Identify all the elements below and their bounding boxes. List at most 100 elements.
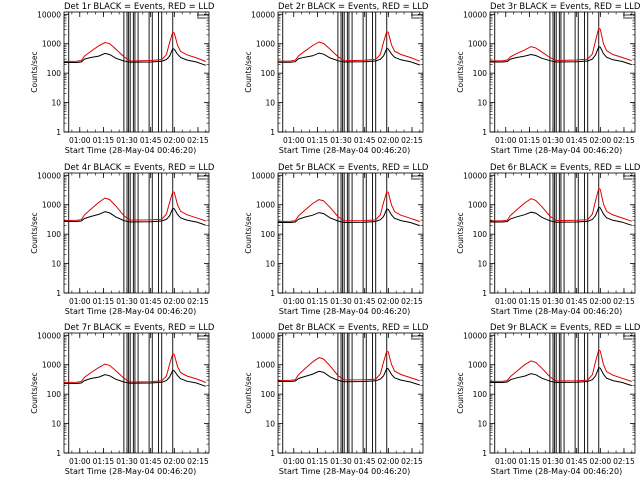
chart-panel-8: Det 8r BLACK = Events, RED = LLD 1 10 100 10…: [244, 323, 429, 476]
y-tick-label: 10: [51, 420, 61, 429]
x-tick-label: 01:30: [116, 457, 138, 466]
x-tick-label: 01:00: [69, 457, 91, 466]
series-line-lld: [489, 27, 632, 62]
y-tick-label: 100: [473, 390, 488, 399]
x-tick-label: 01:45: [140, 136, 162, 145]
y-tick-label: 100: [473, 230, 488, 239]
x-tick-label: 01:45: [140, 297, 162, 306]
y-tick-label: 100: [47, 390, 62, 399]
plot-frame: [489, 172, 636, 294]
chart-title: Det 9r BLACK = Events, RED = LLD: [490, 323, 640, 333]
y-tick-label: 1000: [42, 361, 61, 370]
x-tick-label: 01:00: [69, 297, 91, 306]
x-tick-label: 01:45: [354, 136, 376, 145]
series-line-lld: [489, 349, 632, 382]
x-axis-label: Start Time (28-May-04 00:46:20): [491, 146, 622, 155]
x-tick-label: 02:15: [613, 136, 635, 145]
x-tick-label: 01:45: [566, 457, 588, 466]
y-tick-label: 10: [477, 260, 487, 269]
x-tick-label: 01:15: [519, 297, 541, 306]
series-line-lld: [277, 190, 420, 222]
y-tick-label: 1: [270, 449, 275, 458]
x-tick-label: 01:30: [330, 136, 352, 145]
y-tick-label: 10: [265, 260, 275, 269]
x-tick-label: 01:45: [566, 297, 588, 306]
y-axis-label: Counts/sec: [456, 372, 465, 413]
y-tick-label: 1000: [256, 201, 275, 210]
y-tick-label: 1: [270, 289, 275, 298]
y-tick-label: 10000: [37, 10, 61, 19]
series-line-events: [490, 45, 632, 66]
chart-panel-2: Det 2r BLACK = Events, RED = LLD 1 10 100 10…: [244, 2, 429, 155]
x-tick-label: 02:00: [590, 297, 612, 306]
chart-panel-5: Det 5r BLACK = Events, RED = LLD 1 10 100 10…: [244, 163, 429, 316]
plot-frame: [277, 11, 424, 133]
y-tick-label: 1000: [256, 40, 275, 49]
x-tick-label: 02:00: [378, 136, 400, 145]
y-tick-label: 100: [261, 390, 276, 399]
x-tick-label: 01:00: [495, 457, 517, 466]
x-tick-label: 02:00: [378, 457, 400, 466]
series-line-events: [64, 369, 206, 387]
x-tick-label: 01:00: [283, 297, 305, 306]
y-tick-label: 1000: [42, 40, 61, 49]
chart-title: Det 3r BLACK = Events, RED = LLD: [490, 2, 640, 12]
chart-panel-1: Det 1r BLACK = Events, RED = LLD 1 10 100 10…: [30, 2, 215, 155]
x-tick-label: 02:00: [378, 297, 400, 306]
x-tick-label: 01:30: [542, 457, 564, 466]
x-tick-label: 01:15: [93, 297, 115, 306]
x-tick-label: 01:30: [542, 297, 564, 306]
x-tick-label: 01:30: [116, 136, 138, 145]
x-tick-label: 01:00: [495, 297, 517, 306]
y-tick-label: 1: [56, 449, 61, 458]
series-line-events: [490, 366, 632, 387]
plot-frame: [277, 172, 424, 294]
series-line-events: [64, 48, 206, 66]
y-tick-label: 100: [47, 230, 62, 239]
y-tick-label: 10000: [251, 171, 275, 180]
x-tick-label: 01:00: [69, 136, 91, 145]
x-tick-label: 01:30: [542, 136, 564, 145]
y-tick-label: 10: [51, 260, 61, 269]
plot-frame: [63, 11, 210, 133]
y-tick-label: 10000: [37, 171, 61, 180]
y-tick-label: 1: [482, 449, 487, 458]
y-tick-label: 10000: [463, 171, 487, 180]
x-tick-label: 02:15: [401, 297, 423, 306]
x-tick-label: 02:15: [187, 297, 209, 306]
y-tick-label: 1: [482, 128, 487, 137]
chart-title: Det 4r BLACK = Events, RED = LLD: [64, 163, 215, 173]
x-tick-label: 02:00: [164, 297, 186, 306]
y-tick-label: 10: [477, 99, 487, 108]
x-axis-label: Start Time (28-May-04 00:46:20): [491, 307, 622, 316]
y-axis-label: Counts/sec: [244, 372, 253, 413]
x-tick-label: 02:15: [187, 136, 209, 145]
x-tick-label: 01:00: [283, 457, 305, 466]
x-tick-label: 01:15: [93, 457, 115, 466]
y-axis-label: Counts/sec: [456, 212, 465, 253]
chart-panel-6: Det 6r BLACK = Events, RED = LLD 1 10 100 10…: [456, 163, 640, 316]
chart-panel-3: Det 3r BLACK = Events, RED = LLD 1 10 100 10…: [456, 2, 640, 155]
y-axis-label: Counts/sec: [456, 51, 465, 92]
chart-title: Det 2r BLACK = Events, RED = LLD: [278, 2, 429, 12]
y-tick-label: 10000: [463, 331, 487, 340]
y-tick-label: 1: [270, 128, 275, 137]
y-tick-label: 100: [261, 230, 276, 239]
y-tick-label: 1000: [468, 361, 487, 370]
x-tick-label: 01:30: [330, 457, 352, 466]
y-tick-label: 100: [261, 69, 276, 78]
x-tick-label: 01:30: [116, 297, 138, 306]
plot-frame: [63, 332, 210, 454]
series-line-events: [278, 47, 420, 66]
x-axis-label: Start Time (28-May-04 00:46:20): [65, 307, 196, 316]
x-tick-label: 01:45: [354, 457, 376, 466]
y-tick-label: 100: [473, 69, 488, 78]
y-tick-label: 1000: [42, 201, 61, 210]
y-tick-label: 1: [56, 289, 61, 298]
x-tick-label: 01:15: [307, 297, 329, 306]
y-axis-label: Counts/sec: [244, 51, 253, 92]
x-tick-label: 01:45: [354, 297, 376, 306]
chart-title: Det 5r BLACK = Events, RED = LLD: [278, 163, 429, 173]
x-tick-label: 01:15: [93, 136, 115, 145]
